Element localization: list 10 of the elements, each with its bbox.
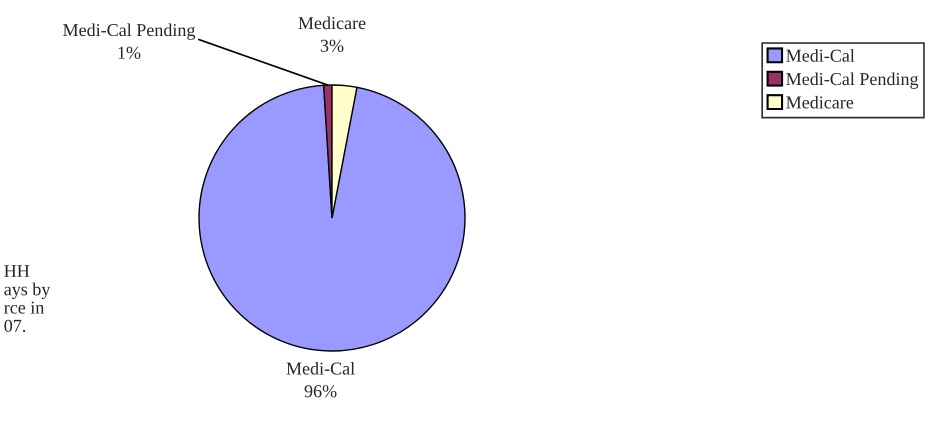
legend-label: Medicare: [786, 96, 854, 109]
slice-label: Medicare: [298, 16, 366, 30]
slice-label: Medi-Cal Pending: [63, 23, 196, 40]
legend-label: Medi-Cal Pending: [786, 72, 918, 89]
legend-label: Medi-Cal: [786, 49, 854, 62]
text: HH ays by rce in 07.: [4, 265, 50, 332]
data-label: 96%: [304, 385, 337, 398]
data-label: 3%: [320, 40, 344, 52]
data-label: 1%: [118, 46, 140, 59]
slice-label: Medi-Cal: [286, 362, 355, 375]
